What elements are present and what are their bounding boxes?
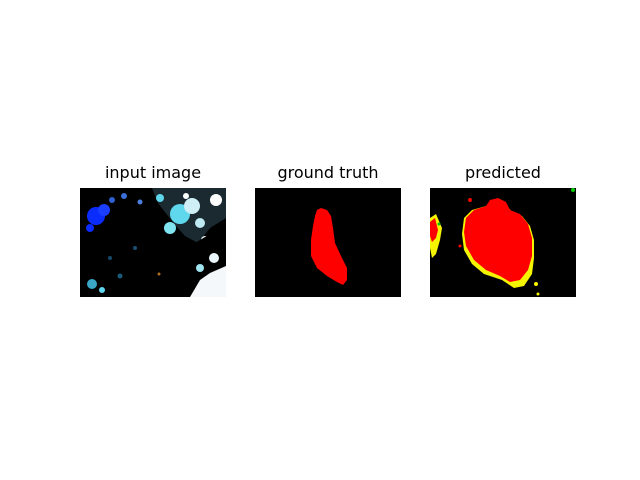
predicted-image [430, 188, 576, 297]
predicted-mask [464, 198, 532, 282]
ground-truth-mask [311, 208, 347, 285]
input-image-title: input image [104, 163, 202, 182]
predicted-title: predicted [465, 163, 541, 182]
ground-truth-image [255, 188, 401, 297]
input-image [80, 188, 226, 297]
predicted-panel: predicted [430, 162, 576, 297]
ground-truth-panel: ground truth [255, 162, 401, 297]
input-image-panel: input image [80, 162, 226, 297]
ground-truth-title: ground truth [277, 163, 379, 182]
